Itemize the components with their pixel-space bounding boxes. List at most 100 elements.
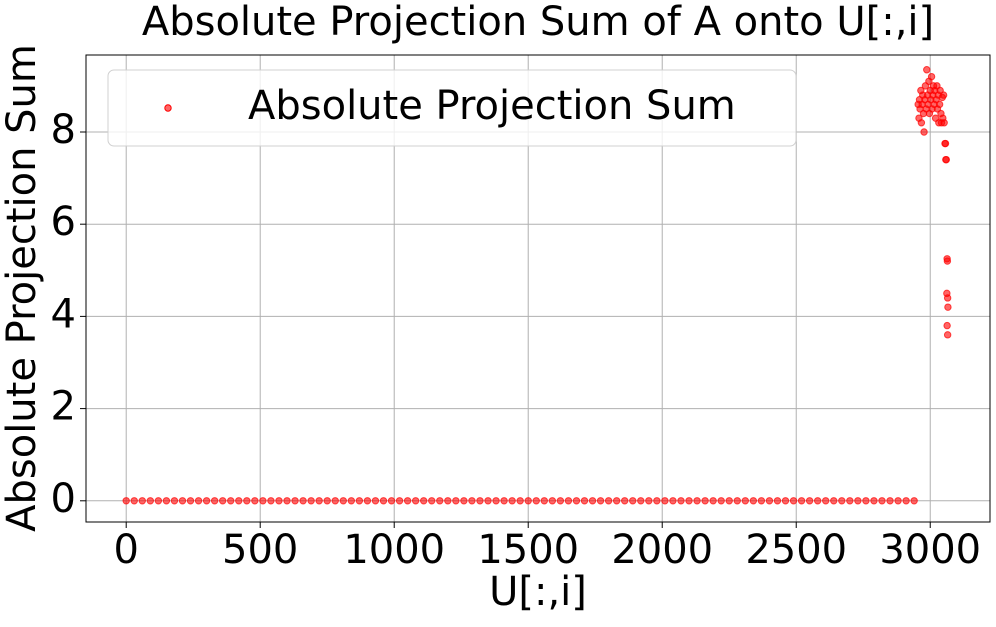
scatter-point [920, 128, 928, 136]
legend-label: Absolute Projection Sum [248, 83, 736, 129]
scatter-point [741, 497, 750, 505]
x-tick-label: 2000 [611, 527, 713, 573]
scatter-point [299, 497, 307, 505]
scatter-point [797, 497, 806, 505]
scatter-point [315, 497, 323, 505]
y-tick-label: 8 [51, 107, 76, 153]
scatter-point [943, 321, 951, 330]
scatter-point [923, 66, 931, 74]
scatter-point [178, 497, 187, 505]
scatter-point [532, 497, 540, 505]
scatter-point [943, 294, 952, 302]
scatter-point [218, 497, 227, 505]
scatter-point [939, 91, 948, 99]
scatter-point [403, 497, 412, 505]
scatter-point [846, 497, 854, 505]
scatter-point [717, 497, 725, 505]
x-tick-label: 500 [222, 527, 298, 573]
scatter-point [878, 497, 886, 505]
x-tick-label: 1000 [343, 527, 445, 573]
scatter-point [917, 119, 926, 127]
scatter-point [291, 497, 299, 505]
scatter-point [943, 257, 952, 265]
scatter-point [339, 497, 347, 505]
y-tick-label: 0 [51, 476, 76, 522]
scatter-point [588, 497, 597, 505]
scatter-point [235, 497, 243, 505]
scatter-point [661, 497, 669, 505]
scatter-point [251, 497, 259, 505]
scatter-point [484, 497, 492, 505]
scatter-point [283, 497, 291, 505]
scatter-point [805, 497, 814, 505]
scatter-point [596, 497, 605, 505]
scatter-point [935, 100, 944, 109]
scatter-point [942, 155, 951, 164]
scatter-point [170, 497, 179, 505]
legend-box [107, 69, 797, 147]
scatter-point [379, 497, 388, 505]
scatter-point [371, 497, 380, 505]
scatter-point [604, 497, 613, 505]
scatter-point [162, 497, 171, 505]
scatter-point [186, 497, 195, 505]
scatter-point [524, 497, 532, 505]
scatter-point [645, 497, 653, 505]
scatter-point [355, 497, 364, 505]
x-tick-label: 2500 [745, 527, 847, 573]
scatter-point [411, 497, 420, 505]
scatter-point [701, 497, 709, 505]
scatter-point [894, 497, 902, 505]
scatter-point [540, 497, 548, 505]
scatter-point [757, 497, 766, 505]
scatter-point [259, 497, 267, 505]
scatter-point [154, 497, 163, 505]
scatter-point [194, 497, 203, 505]
scatter-point [476, 497, 484, 505]
scatter-point [685, 497, 693, 505]
scatter-point [468, 497, 476, 505]
legend-marker [164, 104, 172, 112]
x-tick-label: 1500 [477, 527, 579, 573]
scatter-point [677, 497, 685, 505]
scatter-point [621, 497, 629, 505]
scatter-point [492, 497, 500, 505]
scatter-point [629, 497, 637, 505]
scatter-point [944, 303, 952, 311]
scatter-point [749, 497, 758, 505]
scatter-point [941, 139, 950, 148]
scatter-point [227, 497, 235, 505]
scatter-point [516, 497, 524, 505]
plot-frame [85, 54, 991, 523]
scatter-point [460, 497, 468, 505]
scatter-point [138, 497, 146, 505]
scatter-point [862, 497, 870, 505]
y-tick-label: 4 [51, 291, 76, 337]
scatter-point [307, 497, 315, 505]
scatter-point [580, 497, 589, 505]
scatter-point [693, 497, 701, 505]
scatter-point [709, 497, 717, 505]
scatter-point [733, 497, 741, 505]
scatter-point [347, 497, 356, 505]
y-tick-label: 6 [51, 199, 76, 245]
scatter-point [822, 497, 830, 505]
scatter-point [830, 497, 838, 505]
y-axis-label: Absolute Projection Sum [0, 44, 45, 532]
scatter-point [267, 497, 275, 505]
y-tick-label: 2 [51, 384, 76, 430]
scatter-point [773, 497, 782, 505]
scatter-point [419, 497, 428, 505]
scatter-point [765, 497, 774, 505]
scatter-point [395, 497, 404, 505]
scatter-point [210, 497, 219, 505]
scatter-point [122, 497, 130, 505]
scatter-point [387, 497, 396, 505]
scatter-point [548, 497, 557, 505]
scatter-point [886, 497, 894, 505]
scatter-point [902, 497, 910, 505]
scatter-point [789, 497, 798, 505]
scatter-point [202, 497, 211, 505]
scatter-point [813, 497, 822, 505]
scatter-point [653, 497, 661, 505]
